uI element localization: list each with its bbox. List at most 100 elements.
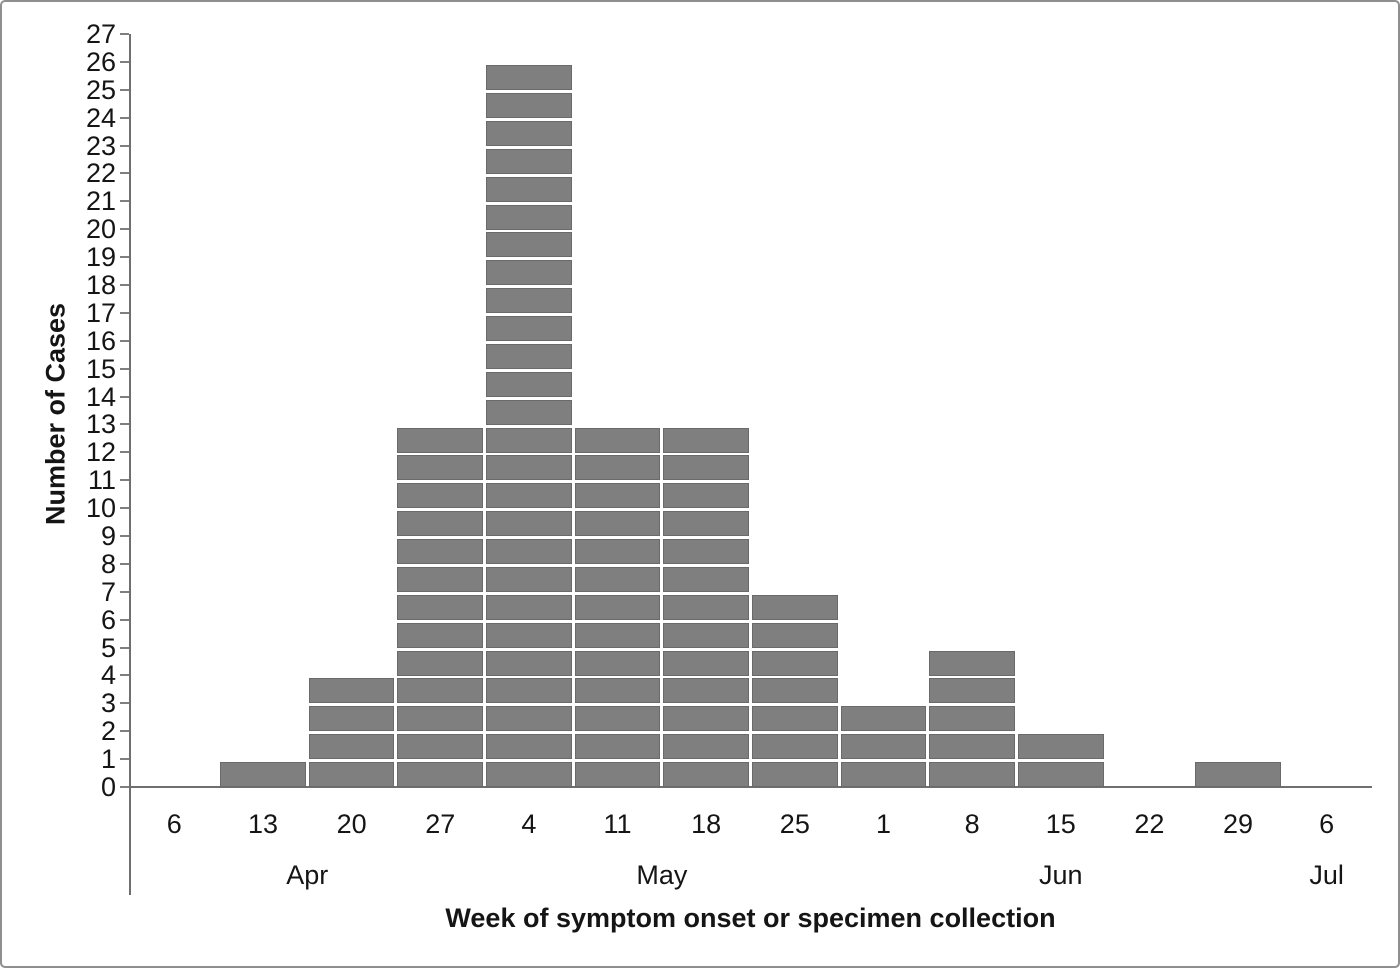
- case-unit-block: [486, 232, 572, 258]
- week-label: 15: [1045, 809, 1076, 839]
- y-tick: [120, 730, 129, 733]
- week-label: 11: [603, 809, 632, 839]
- case-unit-block: [751, 678, 838, 704]
- y-tick: [120, 451, 129, 454]
- case-unit-block: [486, 483, 572, 509]
- y-tick: [120, 339, 129, 342]
- week-label: 27: [425, 809, 456, 839]
- case-unit-block: [486, 539, 572, 564]
- month-label-apr: Apr: [286, 860, 329, 890]
- case-unit-block: [486, 622, 572, 648]
- y-tick-label: 8: [100, 548, 116, 579]
- case-unit-block: [397, 455, 484, 481]
- case-unit-block: [663, 650, 749, 676]
- case-unit-block: [751, 734, 838, 760]
- case-unit-block: [308, 734, 395, 760]
- case-unit-block: [840, 706, 927, 732]
- case-unit-block: [486, 734, 572, 760]
- case-unit-block: [663, 678, 749, 704]
- y-tick: [120, 507, 129, 510]
- case-unit-block: [397, 762, 484, 787]
- case-unit-block: [397, 483, 484, 509]
- y-tick: [120, 200, 129, 203]
- case-unit-block: [397, 650, 484, 676]
- case-unit-block: [486, 455, 572, 481]
- y-tick-label: 25: [85, 74, 116, 105]
- case-unit-block: [574, 762, 661, 787]
- case-unit-block: [397, 427, 484, 453]
- y-tick: [120, 786, 129, 788]
- bar-column-week-13: [219, 34, 308, 787]
- y-tick: [120, 590, 129, 593]
- case-unit-block: [574, 706, 661, 732]
- y-tick: [120, 423, 129, 426]
- case-unit-block: [574, 539, 661, 564]
- y-tick-label: 27: [85, 19, 116, 49]
- month-label-may: May: [636, 860, 688, 890]
- case-unit-block: [574, 566, 661, 592]
- case-unit-block: [840, 762, 927, 787]
- y-tick-label: 0: [100, 772, 116, 802]
- bar-column-week-4: [485, 34, 574, 787]
- case-unit-block: [663, 539, 749, 564]
- case-unit-block: [574, 483, 661, 509]
- y-axis-line: [129, 34, 131, 895]
- y-tick-label: 23: [85, 130, 116, 161]
- case-unit-block: [751, 622, 838, 648]
- y-tick-label: 2: [100, 716, 116, 747]
- y-tick: [120, 88, 129, 91]
- case-unit-block: [929, 706, 1015, 732]
- case-unit-block: [397, 566, 484, 592]
- case-unit-block: [751, 762, 838, 787]
- case-unit-block: [751, 594, 838, 620]
- case-unit-block: [308, 762, 395, 787]
- y-tick-label: 9: [100, 521, 116, 551]
- case-unit-block: [574, 511, 661, 537]
- case-unit-block: [220, 762, 306, 787]
- y-tick-label: 15: [85, 353, 116, 384]
- x-axis-line: [129, 786, 1372, 788]
- y-tick-label: 26: [85, 46, 116, 77]
- case-unit-block: [574, 594, 661, 620]
- case-unit-block: [486, 678, 572, 704]
- case-unit-block: [663, 511, 749, 537]
- y-tick-label: 13: [85, 409, 116, 440]
- bar-column-week-20: [307, 34, 396, 787]
- y-tick-label: 11: [87, 465, 116, 496]
- case-unit-block: [751, 706, 838, 732]
- y-tick: [120, 367, 129, 370]
- y-tick: [120, 33, 129, 35]
- bar-column-week-6: [1282, 34, 1371, 787]
- case-unit-block: [397, 678, 484, 704]
- case-unit-block: [574, 455, 661, 481]
- case-unit-block: [397, 594, 484, 620]
- case-unit-block: [486, 427, 572, 453]
- case-unit-block: [486, 93, 572, 118]
- y-tick-label: 1: [100, 744, 116, 775]
- bar-column-week-25: [750, 34, 839, 787]
- week-label: 4: [521, 809, 537, 839]
- month-label-jul: Jul: [1309, 860, 1344, 890]
- case-unit-block: [397, 706, 484, 732]
- case-unit-block: [574, 622, 661, 648]
- case-unit-block: [308, 678, 395, 704]
- case-unit-block: [486, 511, 572, 537]
- y-tick: [120, 702, 129, 705]
- y-tick-label: 17: [85, 297, 116, 328]
- case-unit-block: [840, 734, 927, 760]
- case-unit-block: [486, 594, 572, 620]
- week-label: 25: [779, 809, 810, 839]
- week-label: 29: [1223, 809, 1254, 839]
- bar-columns: [130, 34, 1371, 787]
- case-unit-block: [486, 288, 572, 314]
- case-unit-block: [397, 622, 484, 648]
- case-unit-block: [1017, 762, 1104, 787]
- y-tick: [120, 116, 129, 119]
- case-unit-block: [663, 622, 749, 648]
- bar-column-week-22: [1105, 34, 1194, 787]
- case-unit-block: [663, 455, 749, 481]
- bar-column-week-11: [573, 34, 662, 787]
- y-tick: [120, 479, 129, 482]
- y-tick-label: 12: [85, 437, 116, 468]
